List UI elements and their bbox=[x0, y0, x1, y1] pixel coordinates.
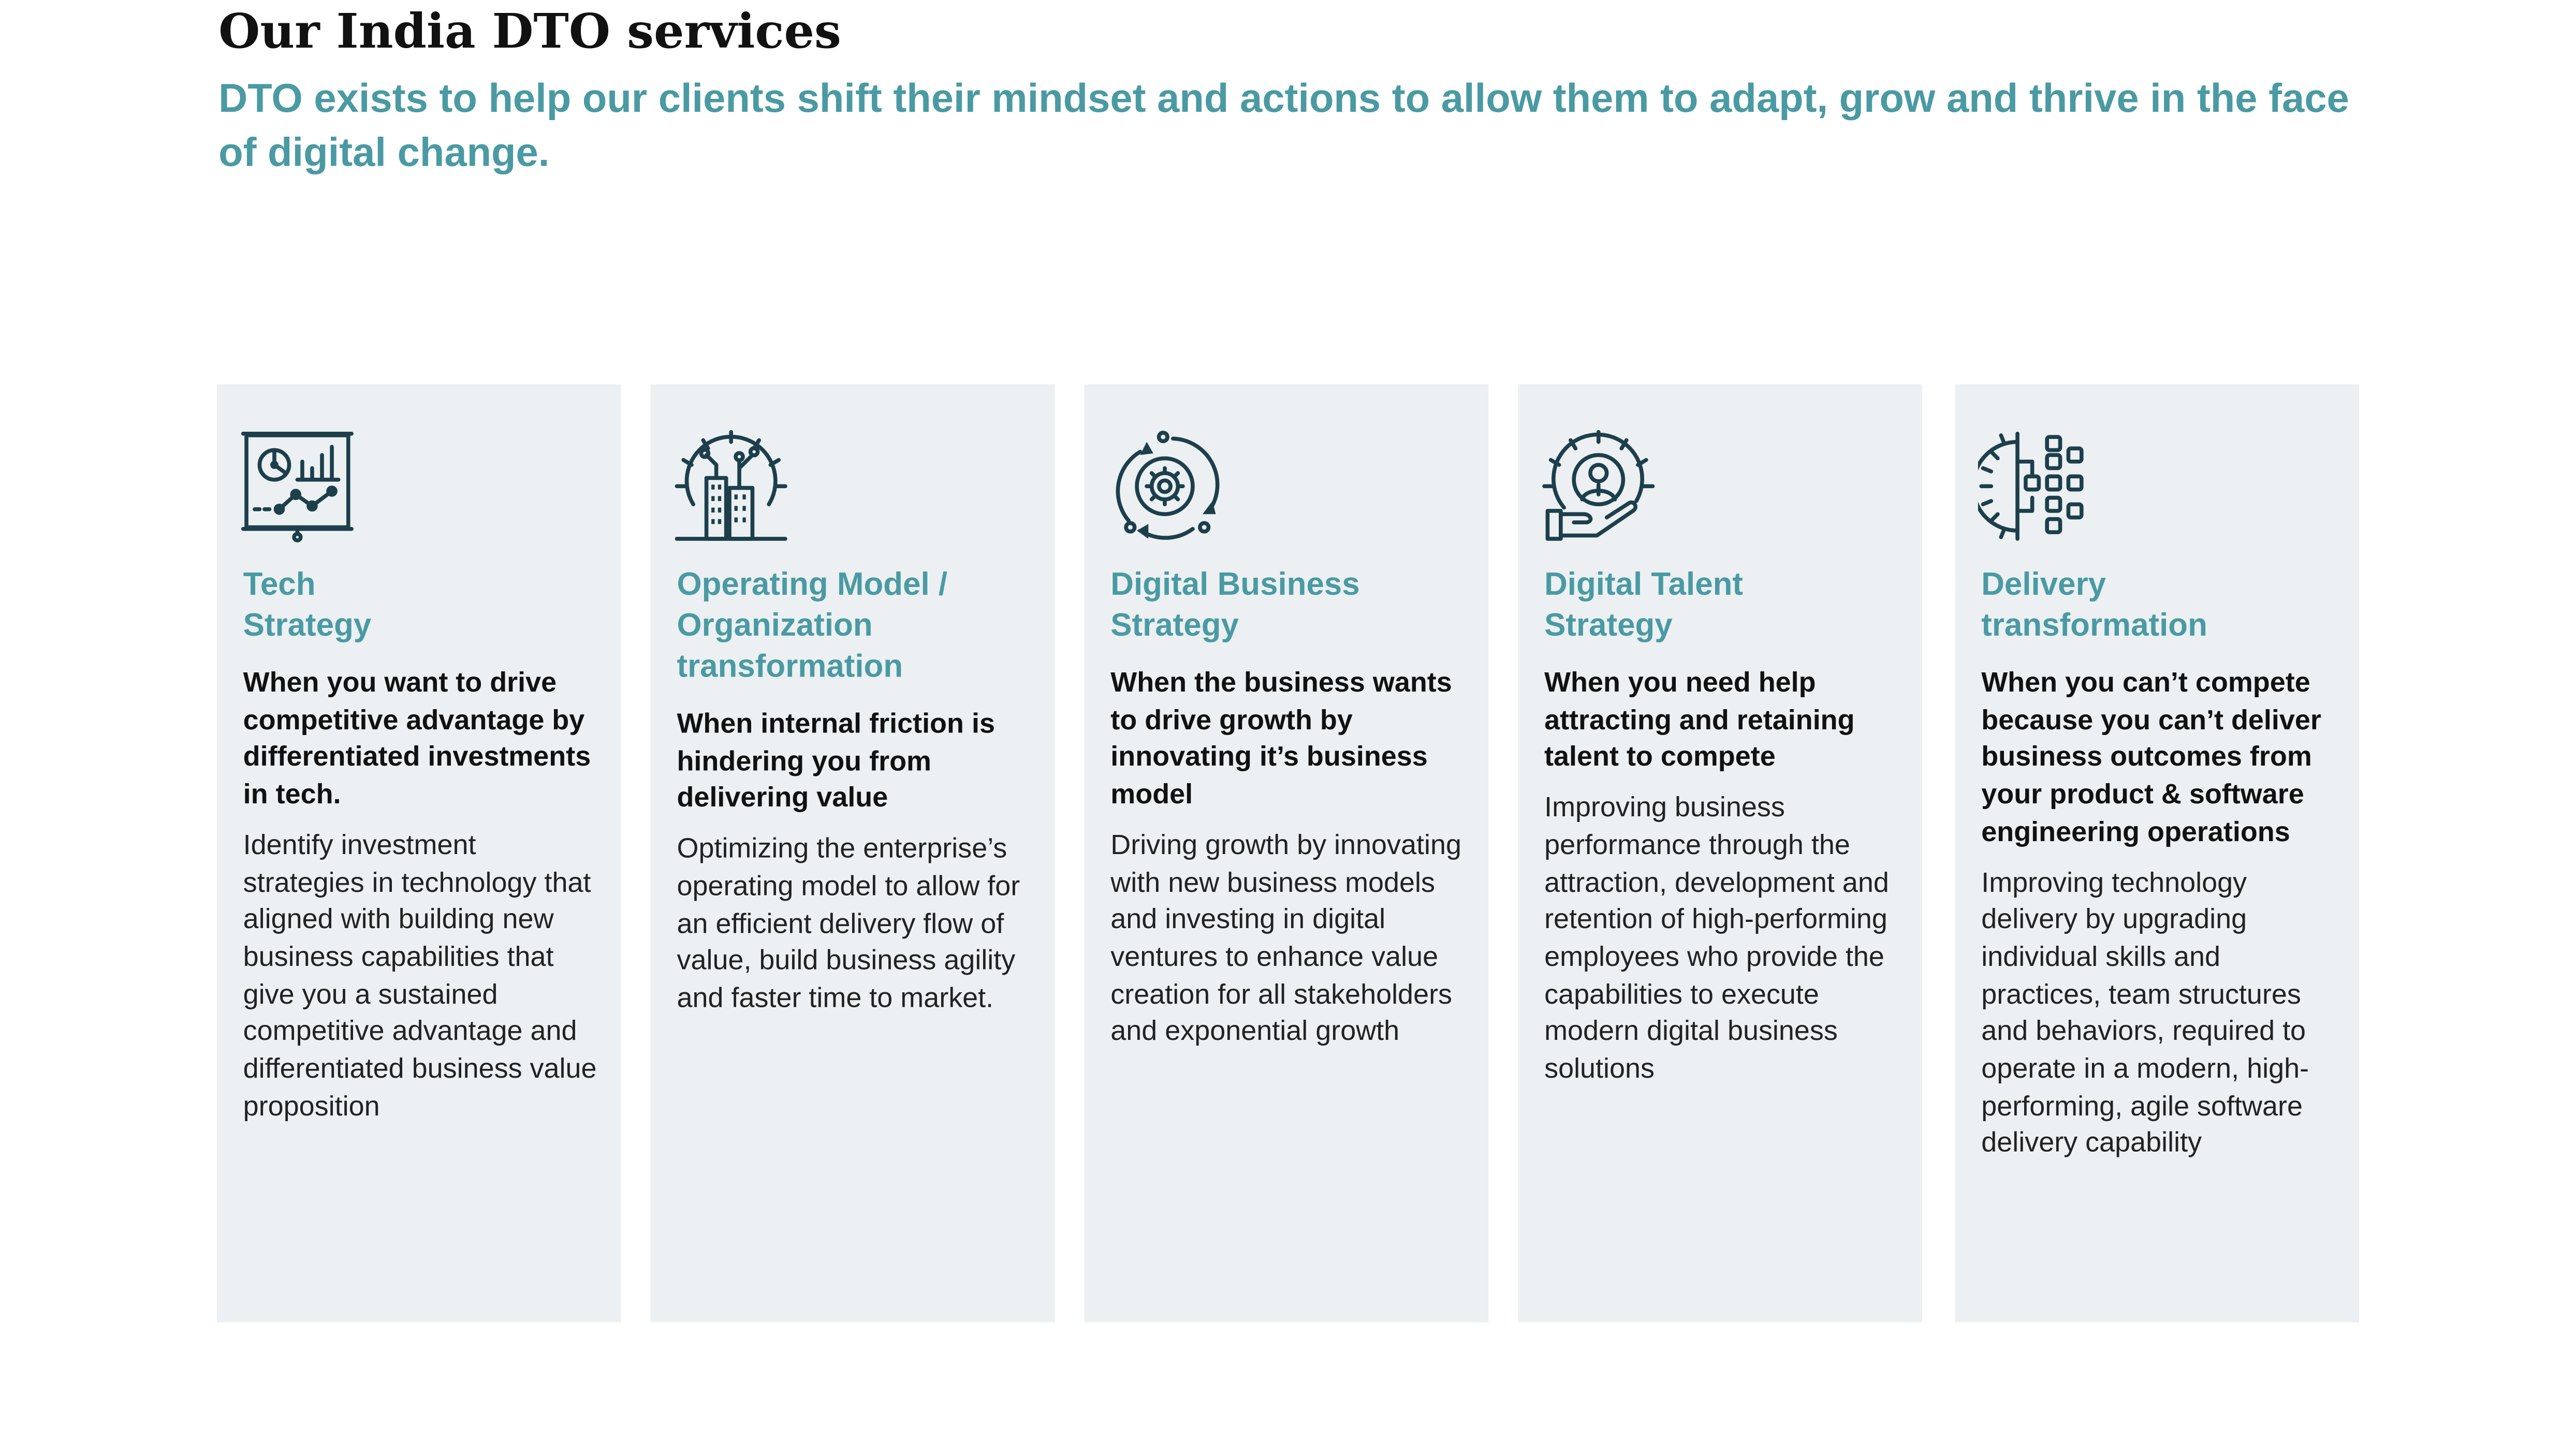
card-title-line: Strategy bbox=[1110, 608, 1239, 644]
card-title: Delivery transformation bbox=[1981, 565, 2339, 648]
card-title-line: Digital Business bbox=[1110, 566, 1360, 603]
service-card-digital-talent-strategy[interactable]: Digital Talent Strategy When you need he… bbox=[1518, 384, 1922, 1323]
gear-building-icon bbox=[674, 429, 788, 544]
card-lead: When you want to drive competitive advan… bbox=[243, 667, 591, 810]
card-title-line: transformation bbox=[1981, 608, 2207, 644]
service-card-tech-strategy[interactable]: Tech Strategy When you want to drive com… bbox=[216, 384, 621, 1323]
page-title: Our India DTO services bbox=[218, 3, 841, 60]
card-title: Operating Model / Organization transform… bbox=[677, 565, 1035, 688]
page-subtitle: DTO exists to help our clients shift the… bbox=[218, 77, 2349, 176]
talent-hand-icon bbox=[1541, 429, 1656, 544]
card-title-line: Operating Model / bbox=[677, 566, 948, 603]
presentation-chart-icon bbox=[240, 429, 355, 544]
card-description: Optimizing the enterprise’s operating mo… bbox=[677, 833, 1020, 1014]
card-title: Digital Talent Strategy bbox=[1544, 565, 1902, 648]
card-description: Driving growth by innovating with new bu… bbox=[1110, 829, 1462, 1047]
gear-blocks-icon bbox=[1971, 429, 2093, 544]
card-description: Identify investment strategies in techno… bbox=[243, 829, 597, 1122]
card-title-line: Strategy bbox=[243, 608, 372, 644]
card-title: Digital Business Strategy bbox=[1110, 565, 1469, 648]
card-content: Delivery transformation When you can’t c… bbox=[1981, 565, 2339, 1164]
gear-cycle-icon bbox=[1107, 429, 1222, 544]
service-card-digital-business-strategy[interactable]: Digital Business Strategy When the busin… bbox=[1084, 384, 1489, 1323]
card-lead: When you can’t compete because you can’t… bbox=[1981, 667, 2321, 847]
card-content: Tech Strategy When you want to drive com… bbox=[243, 565, 602, 1126]
card-title-line: Digital Talent bbox=[1544, 566, 1744, 603]
service-card-operating-model[interactable]: Operating Model / Organization transform… bbox=[650, 384, 1055, 1323]
card-lead: When internal friction is hindering you … bbox=[677, 708, 995, 814]
card-content: Operating Model / Organization transform… bbox=[677, 565, 1035, 1018]
card-title-line: Delivery bbox=[1981, 566, 2106, 603]
card-content: Digital Talent Strategy When you need he… bbox=[1544, 565, 1902, 1089]
services-card-row: Tech Strategy When you want to drive com… bbox=[216, 384, 2360, 1323]
card-content: Digital Business Strategy When the busin… bbox=[1110, 565, 1469, 1051]
card-description: Improving business performance through t… bbox=[1544, 791, 1889, 1084]
service-card-delivery-transformation[interactable]: Delivery transformation When you can’t c… bbox=[1955, 384, 2360, 1323]
card-lead: When the business wants to drive growth … bbox=[1110, 667, 1452, 810]
card-description: Improving technology delivery by upgradi… bbox=[1981, 866, 2309, 1159]
card-lead: When you need help attracting and retain… bbox=[1544, 667, 1855, 773]
card-title-line: Tech bbox=[243, 566, 316, 603]
card-title-line: Strategy bbox=[1544, 608, 1673, 644]
card-title-line: Organization transformation bbox=[677, 608, 903, 685]
card-title: Tech Strategy bbox=[243, 565, 602, 648]
